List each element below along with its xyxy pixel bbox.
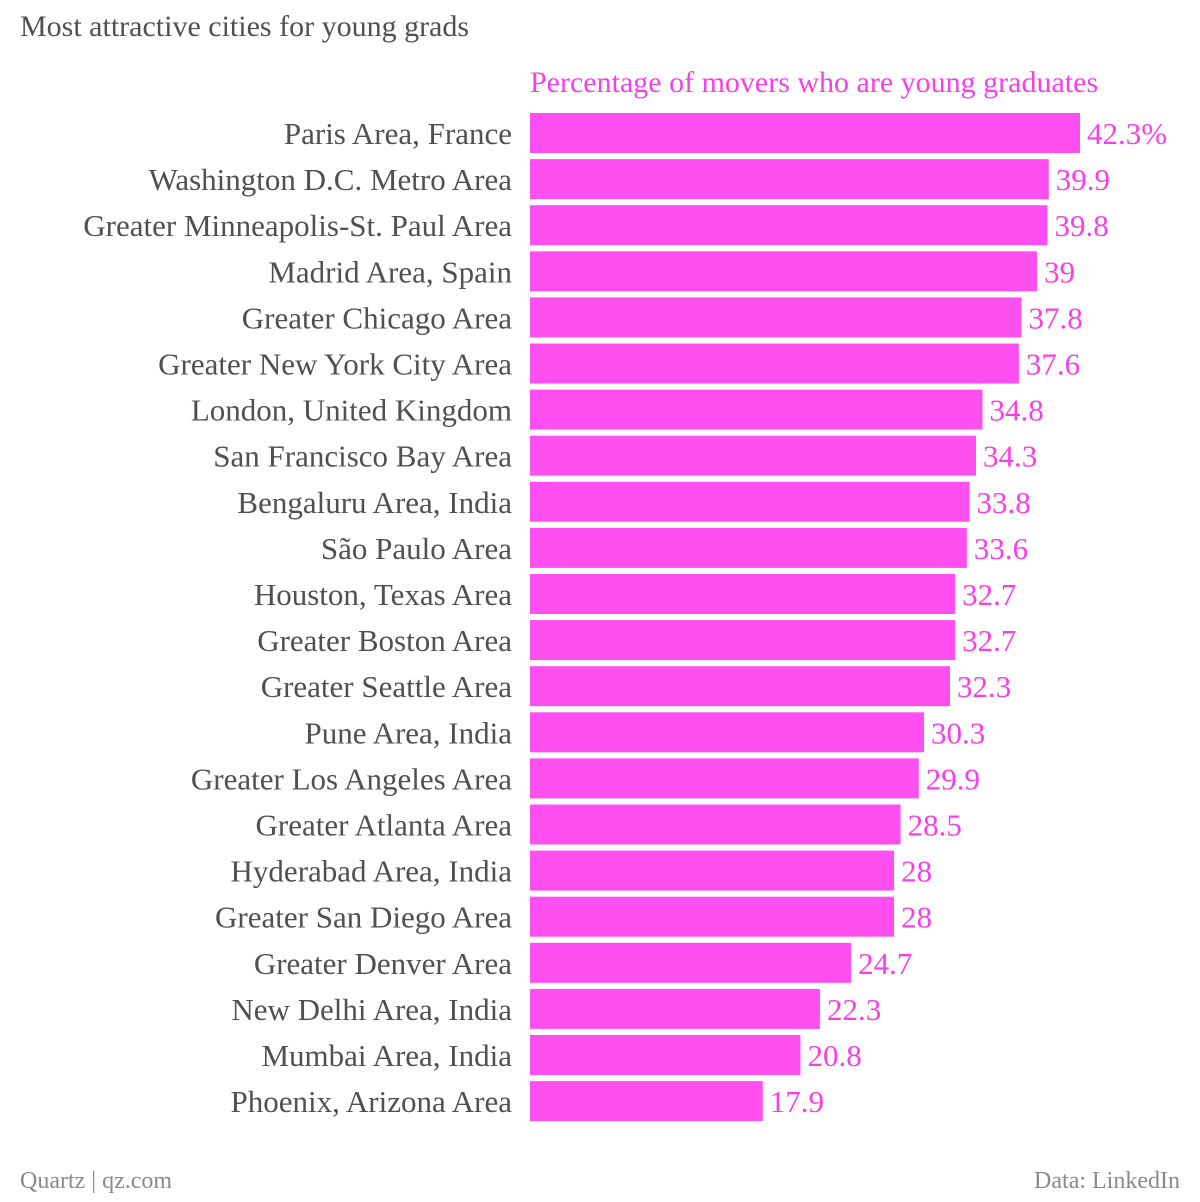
category-label: San Francisco Bay Area bbox=[213, 439, 512, 474]
value-label: 34.3 bbox=[983, 439, 1037, 474]
value-label: 37.8 bbox=[1028, 300, 1082, 335]
bar bbox=[530, 205, 1048, 246]
bar bbox=[530, 850, 895, 891]
bar bbox=[530, 942, 852, 983]
value-label: 39.8 bbox=[1054, 208, 1108, 243]
category-label: Greater Boston Area bbox=[257, 623, 512, 658]
value-label: 24.7 bbox=[858, 946, 912, 981]
category-label: Greater Chicago Area bbox=[242, 300, 512, 335]
category-label: Greater San Diego Area bbox=[215, 900, 512, 935]
footer-source-left: Quartz | qz.com bbox=[20, 1168, 173, 1194]
value-label: 34.8 bbox=[989, 393, 1043, 428]
category-label: Hyderabad Area, India bbox=[231, 854, 513, 889]
value-label: 28 bbox=[901, 900, 932, 935]
value-label: 22.3 bbox=[827, 992, 881, 1027]
bar bbox=[530, 1081, 763, 1122]
chart-title: Most attractive cities for young grads bbox=[20, 10, 470, 43]
value-label: 17.9 bbox=[770, 1084, 824, 1119]
category-label: Greater Atlanta Area bbox=[256, 808, 513, 843]
bar bbox=[530, 666, 950, 707]
category-label: Greater Minneapolis-St. Paul Area bbox=[83, 208, 512, 243]
category-label: Paris Area, France bbox=[284, 116, 512, 151]
category-label: São Paulo Area bbox=[321, 531, 512, 566]
bar bbox=[530, 343, 1019, 384]
bar bbox=[530, 804, 901, 845]
category-label: Phoenix, Arizona Area bbox=[230, 1084, 512, 1119]
footer-source-right: Data: LinkedIn bbox=[1034, 1168, 1180, 1194]
bar bbox=[530, 620, 956, 661]
bar bbox=[530, 574, 956, 614]
category-label: Pune Area, India bbox=[305, 715, 513, 750]
value-label: 28.5 bbox=[908, 808, 962, 843]
value-label: 30.3 bbox=[931, 715, 985, 750]
category-label: Madrid Area, Spain bbox=[268, 254, 512, 289]
category-label: Greater Denver Area bbox=[254, 946, 512, 981]
value-label: 29.9 bbox=[926, 761, 980, 796]
bar bbox=[530, 113, 1080, 153]
value-label: 39.9 bbox=[1056, 162, 1110, 197]
category-label: Washington D.C. Metro Area bbox=[149, 162, 513, 197]
category-label: Greater New York City Area bbox=[158, 347, 512, 382]
bar bbox=[530, 1035, 801, 1075]
value-label: 32.3 bbox=[957, 669, 1011, 704]
bar bbox=[530, 988, 820, 1029]
value-label: 33.8 bbox=[976, 485, 1030, 520]
category-label: Greater Los Angeles Area bbox=[191, 761, 512, 796]
value-label: 20.8 bbox=[807, 1038, 861, 1073]
value-label: 32.7 bbox=[962, 577, 1016, 612]
bar bbox=[530, 251, 1038, 292]
value-label: 28 bbox=[901, 854, 932, 889]
bar bbox=[530, 159, 1049, 200]
bar bbox=[530, 435, 976, 476]
bar-chart: Percentage of movers who are young gradu… bbox=[83, 66, 1167, 1122]
value-label: 39 bbox=[1044, 254, 1075, 289]
bar bbox=[530, 297, 1022, 338]
bar bbox=[530, 389, 983, 430]
category-label: London, United Kingdom bbox=[191, 393, 512, 428]
value-label: 37.6 bbox=[1026, 347, 1080, 382]
bar bbox=[530, 896, 895, 937]
series-label: Percentage of movers who are young gradu… bbox=[530, 66, 1098, 99]
value-label: 33.6 bbox=[974, 531, 1028, 566]
bar bbox=[530, 712, 924, 753]
bar bbox=[530, 481, 970, 522]
category-label: New Delhi Area, India bbox=[231, 992, 512, 1027]
category-label: Greater Seattle Area bbox=[261, 669, 513, 704]
category-label: Mumbai Area, India bbox=[261, 1038, 512, 1073]
bar bbox=[530, 758, 919, 799]
category-label: Houston, Texas Area bbox=[254, 577, 512, 612]
category-label: Bengaluru Area, India bbox=[237, 485, 512, 520]
value-label: 32.7 bbox=[962, 623, 1016, 658]
bar bbox=[530, 527, 967, 568]
value-label: 42.3% bbox=[1087, 116, 1167, 151]
bars-group: Paris Area, France 42.3% Washington D.C. M… bbox=[83, 113, 1167, 1122]
